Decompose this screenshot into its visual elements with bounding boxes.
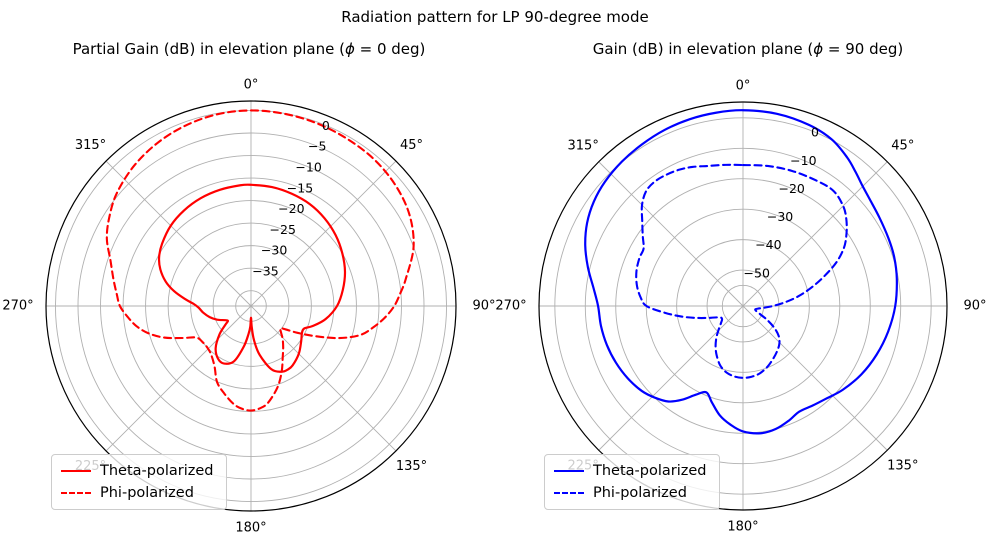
angle-tick-label: 180° bbox=[727, 520, 758, 535]
title-text: = 90 deg) bbox=[823, 40, 904, 58]
legend-line-solid bbox=[61, 470, 91, 472]
legend-item: Phi-polarized bbox=[554, 482, 707, 504]
radial-tick-label: −30 bbox=[767, 209, 793, 224]
radial-tick-label: −50 bbox=[744, 265, 770, 280]
radial-tick-label: −10 bbox=[295, 159, 321, 174]
radial-tick-label: −20 bbox=[779, 181, 805, 196]
legend-line-solid bbox=[554, 470, 584, 472]
grid-spoke bbox=[250, 160, 397, 307]
subplot-title-right: Gain (dB) in elevation plane (ϕ = 90 deg… bbox=[593, 40, 903, 58]
radial-tick-label: −20 bbox=[278, 201, 304, 216]
polar-subplot: 0−5−10−15−20−25−30−350°45°90°135°180°225… bbox=[2, 78, 495, 536]
legend: Theta-polarized Phi-polarized bbox=[544, 454, 720, 510]
grid-spoke bbox=[742, 305, 888, 451]
title-text: Partial Gain (dB) in elevation plane ( bbox=[72, 40, 345, 58]
legend-item: Theta-polarized bbox=[61, 460, 214, 482]
grid-spoke bbox=[598, 161, 744, 307]
legend-item-label: Theta-polarized bbox=[100, 463, 214, 479]
angle-tick-label: 270° bbox=[495, 299, 526, 314]
angle-tick-label: 315° bbox=[568, 139, 599, 154]
radial-tick-label: −25 bbox=[270, 222, 296, 237]
phi-symbol: ϕ bbox=[813, 40, 824, 58]
series-line-theta bbox=[157, 183, 347, 373]
phi-symbol: ϕ bbox=[344, 40, 355, 58]
radial-tick-label: −15 bbox=[287, 180, 313, 195]
legend-line-dashed bbox=[554, 492, 584, 494]
angle-tick-label: 315° bbox=[75, 138, 106, 153]
legend-item-label: Theta-polarized bbox=[593, 463, 707, 479]
outer-boundary bbox=[45, 100, 457, 512]
radial-tick-label: −40 bbox=[755, 237, 781, 252]
radial-tick-label: −30 bbox=[261, 243, 287, 258]
legend-item-label: Phi-polarized bbox=[100, 485, 194, 501]
angle-tick-label: 90° bbox=[472, 299, 495, 314]
angle-tick-label: 45° bbox=[400, 138, 423, 153]
angle-tick-label: 45° bbox=[891, 139, 914, 154]
angle-tick-label: 0° bbox=[244, 78, 259, 93]
grid-spoke bbox=[250, 305, 397, 452]
outer-boundary bbox=[538, 101, 948, 511]
radial-tick-label: −5 bbox=[308, 139, 326, 154]
radial-tick-label: 0 bbox=[322, 118, 330, 133]
radial-tick-label: −35 bbox=[252, 264, 278, 279]
angle-tick-label: 180° bbox=[235, 521, 266, 536]
title-text: = 0 deg) bbox=[354, 40, 426, 58]
legend-item-label: Phi-polarized bbox=[593, 485, 687, 501]
grid-spoke bbox=[598, 305, 744, 451]
title-text: Gain (dB) in elevation plane ( bbox=[592, 40, 814, 58]
figure-suptitle: Radiation pattern for LP 90-degree mode bbox=[341, 8, 649, 26]
series-line-phi bbox=[105, 109, 415, 412]
subplot-title-left: Partial Gain (dB) in elevation plane (ϕ … bbox=[73, 40, 426, 58]
polar-subplot: 0−10−20−30−40−500°45°90°135°180°225°270°… bbox=[495, 79, 986, 535]
angle-tick-label: 135° bbox=[887, 458, 918, 473]
legend: Theta-polarized Phi-polarized bbox=[51, 454, 227, 510]
radial-tick-label: −10 bbox=[790, 153, 816, 168]
series-line-theta bbox=[584, 109, 898, 435]
radial-tick-label: 0 bbox=[811, 125, 819, 140]
legend-item: Phi-polarized bbox=[61, 482, 214, 504]
angle-tick-label: 0° bbox=[736, 79, 751, 94]
grid-spoke bbox=[105, 305, 252, 452]
series-line-phi bbox=[635, 163, 848, 379]
angle-tick-label: 90° bbox=[963, 299, 986, 314]
grid-spoke bbox=[105, 160, 252, 307]
angle-tick-label: 270° bbox=[2, 299, 33, 314]
angle-tick-label: 135° bbox=[396, 459, 427, 474]
legend-line-dashed bbox=[61, 492, 91, 494]
legend-item: Theta-polarized bbox=[554, 460, 707, 482]
